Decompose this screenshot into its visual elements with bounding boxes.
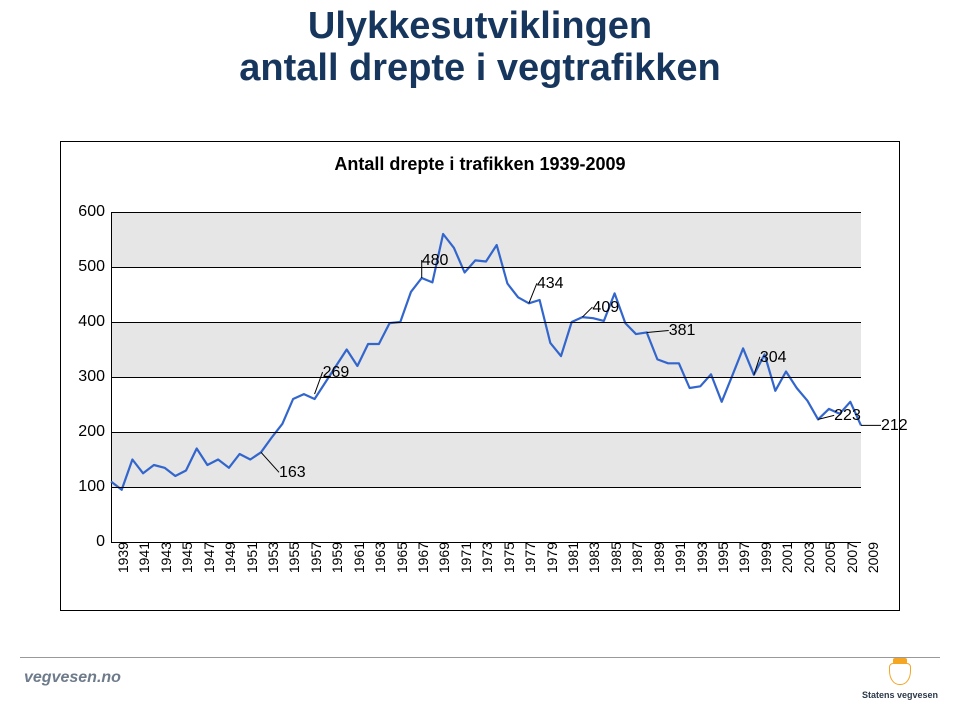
x-tick-label: 1975	[497, 542, 517, 573]
x-tick-label: 1967	[411, 542, 431, 573]
title-line-1: Ulykkesutviklingen	[308, 5, 652, 47]
grid-line	[111, 322, 861, 323]
grid-line	[111, 487, 861, 488]
x-tick-label: 1955	[282, 542, 302, 573]
y-tick-label: 200	[78, 423, 111, 441]
data-callout: 480	[422, 252, 449, 270]
x-tick-label: 1971	[454, 542, 474, 573]
x-tick-label: 2001	[775, 542, 795, 573]
grid-line	[111, 267, 861, 268]
x-tick-label: 2003	[797, 542, 817, 573]
data-callout: 409	[592, 299, 619, 317]
x-tick-label: 1941	[132, 542, 152, 573]
x-tick-label: 1979	[540, 542, 560, 573]
x-tick-label: 1985	[604, 542, 624, 573]
x-tick-label: 2005	[818, 542, 838, 573]
x-tick-label: 1943	[154, 542, 174, 573]
title-line-2: antall drepte i vegtrafikken	[239, 47, 721, 89]
x-tick-label: 1995	[711, 542, 731, 573]
data-callout: 304	[760, 349, 787, 367]
data-callout: 212	[881, 417, 908, 435]
x-tick-label: 1973	[475, 542, 495, 573]
x-tick-label: 1987	[625, 542, 645, 573]
footer-org: Statens vegvesen	[862, 691, 938, 700]
x-tick-label: 1983	[582, 542, 602, 573]
x-tick-label: 1991	[668, 542, 688, 573]
data-callout: 381	[669, 322, 696, 340]
x-tick-label: 1939	[111, 542, 131, 573]
x-tick-label: 2009	[861, 542, 881, 573]
x-tick-label: 1957	[304, 542, 324, 573]
y-tick-label: 100	[78, 478, 111, 496]
footer-logo: Statens vegvesen	[862, 663, 938, 700]
footer: vegvesen.no Statens vegvesen	[0, 657, 960, 703]
data-callout: 269	[323, 364, 350, 382]
x-tick-label: 1951	[240, 542, 260, 573]
x-tick-label: 1989	[647, 542, 667, 573]
data-callout: 163	[279, 464, 306, 482]
footer-url: vegvesen.no	[24, 669, 121, 687]
chart-container: Antall drepte i trafikken 1939-2009 0100…	[60, 141, 900, 611]
x-tick-label: 1947	[197, 542, 217, 573]
x-tick-label: 1963	[368, 542, 388, 573]
x-tick-label: 1981	[561, 542, 581, 573]
data-callout: 223	[834, 407, 861, 425]
x-tick-label: 1999	[754, 542, 774, 573]
grid-line	[111, 377, 861, 378]
page-title: Ulykkesutviklingen antall drepte i vegtr…	[0, 6, 960, 90]
grid-line	[111, 212, 861, 213]
x-tick-label: 1977	[518, 542, 538, 573]
y-tick-label: 400	[78, 313, 111, 331]
x-tick-label: 2007	[840, 542, 860, 573]
x-tick-label: 1965	[390, 542, 410, 573]
x-tick-label: 1969	[432, 542, 452, 573]
footer-rule	[20, 657, 940, 658]
x-tick-label: 1993	[690, 542, 710, 573]
chart-subtitle: Antall drepte i trafikken 1939-2009	[61, 154, 899, 175]
x-tick-label: 1997	[732, 542, 752, 573]
plot-area: 0100200300400500600193919411943194519471…	[111, 212, 861, 542]
y-tick-label: 0	[96, 533, 111, 551]
x-tick-label: 1961	[347, 542, 367, 573]
y-tick-label: 300	[78, 368, 111, 386]
x-tick-label: 1949	[218, 542, 238, 573]
x-tick-label: 1953	[261, 542, 281, 573]
data-callout: 434	[537, 275, 564, 293]
grid-line	[111, 432, 861, 433]
crest-icon	[889, 663, 911, 689]
y-tick-label: 600	[78, 203, 111, 221]
x-tick-label: 1945	[175, 542, 195, 573]
x-tick-label: 1959	[325, 542, 345, 573]
y-tick-label: 500	[78, 258, 111, 276]
